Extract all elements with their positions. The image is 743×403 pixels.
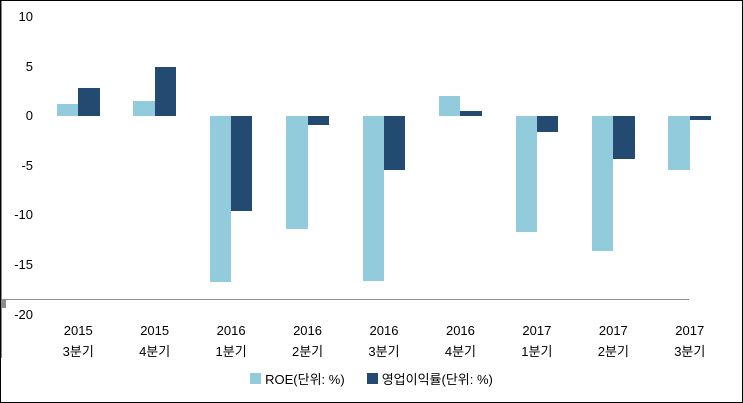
- legend-swatch-operating-margin-icon: [366, 373, 378, 384]
- legend-label-roe: ROE(단위: %): [265, 372, 345, 387]
- x-axis-label-year: 2017: [675, 323, 705, 338]
- x-tick: [1, 333, 3, 339]
- legend-item-operating-margin: 영업이익률(단위: %): [366, 369, 493, 388]
- bar-series1-cat2: [231, 116, 253, 212]
- bar-series1-cat4: [384, 116, 406, 170]
- x-axis-label-quarter: 1분기: [215, 344, 247, 359]
- y-tick: [1, 302, 6, 304]
- x-axis-label: 2017 1분기: [499, 320, 575, 362]
- bar-series1-cat5: [460, 111, 482, 117]
- x-axis-label: 2015 3분기: [40, 320, 116, 362]
- bar-series1-cat7: [613, 116, 635, 159]
- y-axis-label: -10: [14, 207, 33, 223]
- bar-series1-cat3: [307, 116, 329, 126]
- x-axis-label-quarter: 4분기: [139, 344, 171, 359]
- x-tick: [1, 338, 3, 344]
- y-tick: [1, 299, 6, 302]
- bar-series1-cat6: [536, 116, 559, 133]
- x-axis-label-quarter: 3분기: [674, 344, 706, 359]
- x-axis-label-year: 2017: [598, 323, 628, 338]
- x-tick: [1, 328, 3, 334]
- x-axis-label-year: 2015: [140, 323, 170, 338]
- x-axis-label: 2016 2분기: [269, 320, 345, 362]
- y-axis-label: 10: [18, 9, 33, 24]
- x-axis-label: 2016 1분기: [193, 320, 269, 362]
- y-axis-label: 0: [25, 108, 33, 124]
- bar-series0-cat2: [209, 116, 232, 282]
- x-tick: [1, 343, 3, 349]
- y-tick: [1, 305, 6, 308]
- x-axis-line: [1, 298, 689, 300]
- bar-series1-cat1: [154, 66, 176, 117]
- bar-series1-cat8: [689, 116, 712, 121]
- x-axis-label-year: 2016: [445, 323, 475, 338]
- x-axis-label-quarter: 3분기: [368, 344, 400, 359]
- y-tick: [1, 303, 6, 305]
- x-axis-label-year: 2016: [293, 323, 322, 338]
- bar-series0-cat5: [439, 96, 461, 117]
- bar-series0-cat8: [668, 116, 690, 170]
- x-axis-label-year: 2016: [216, 323, 246, 338]
- bar-series0-cat1: [133, 101, 155, 117]
- x-axis-label-year: 2016: [369, 323, 399, 338]
- x-axis-label-quarter: 2분기: [291, 344, 324, 359]
- x-axis-label: 2016 3분기: [346, 320, 422, 362]
- x-axis-label: 2015 4분기: [116, 320, 192, 362]
- legend-label-operating-margin: 영업이익률(단위: %): [381, 372, 493, 387]
- x-tick: [1, 323, 3, 329]
- bar-series0-cat7: [592, 116, 614, 252]
- bar-series0-cat0: [56, 104, 79, 117]
- x-axis-label-quarter: 1분기: [521, 344, 553, 359]
- x-axis-label-quarter: 2분기: [597, 344, 629, 359]
- y-axis-label: -15: [14, 256, 33, 272]
- y-axis-label: -5: [21, 157, 33, 173]
- y-axis-line: [1, 1, 3, 299]
- x-tick: [1, 318, 3, 324]
- x-axis-label-year: 2017: [522, 323, 552, 338]
- x-axis-label-year: 2015: [63, 323, 93, 338]
- bar-series0-cat4: [362, 116, 384, 281]
- x-axis-label-quarter: 4분기: [444, 344, 477, 359]
- legend-item-roe: ROE(단위: %): [250, 369, 345, 388]
- x-axis-label-quarter: 3분기: [62, 344, 94, 359]
- x-axis-label: 2016 4분기: [422, 320, 498, 362]
- y-tick: [1, 304, 6, 306]
- y-axis-label: 5: [25, 58, 33, 74]
- x-tick: [1, 353, 3, 359]
- x-axis-label: 2017 2분기: [575, 320, 651, 362]
- x-tick: [1, 348, 3, 354]
- y-axis-label: -20: [14, 306, 33, 322]
- x-tick: [1, 313, 3, 319]
- y-tick: [1, 307, 6, 309]
- bar-series0-cat6: [515, 116, 537, 233]
- legend-swatch-roe-icon: [250, 373, 262, 384]
- x-tick: [1, 308, 3, 314]
- bar-series0-cat3: [286, 116, 308, 230]
- x-axis-label: 2017 3분기: [652, 320, 728, 362]
- y-tick: [1, 301, 6, 303]
- legend: ROE(단위: %) 영업이익률(단위: %): [1, 369, 742, 388]
- bar-series1-cat0: [78, 88, 100, 117]
